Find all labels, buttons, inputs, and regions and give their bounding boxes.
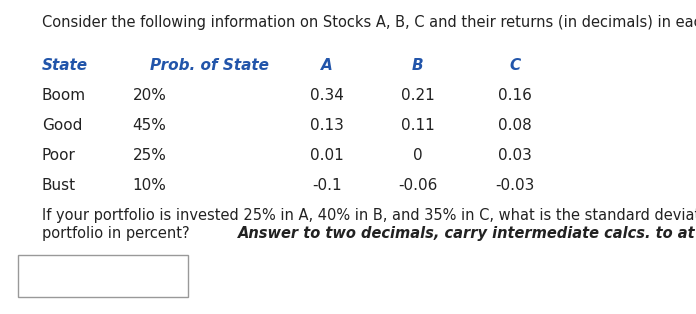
Text: Good: Good	[42, 118, 82, 133]
Text: -0.06: -0.06	[398, 178, 437, 193]
Text: A: A	[322, 58, 333, 73]
Text: 0.03: 0.03	[498, 148, 532, 163]
Text: B: B	[412, 58, 423, 73]
Text: 0.21: 0.21	[401, 88, 434, 103]
Text: Boom: Boom	[42, 88, 86, 103]
Text: Answer to two decimals, carry intermediate calcs. to at least four decimals.: Answer to two decimals, carry intermedia…	[238, 226, 696, 241]
Text: 0.13: 0.13	[310, 118, 344, 133]
Text: State: State	[42, 58, 88, 73]
Text: Bust: Bust	[42, 178, 76, 193]
Text: portfolio in percent?: portfolio in percent?	[42, 226, 194, 241]
Text: 0.08: 0.08	[498, 118, 532, 133]
Text: Prob. of State: Prob. of State	[150, 58, 269, 73]
Text: 0.01: 0.01	[310, 148, 344, 163]
Text: Poor: Poor	[42, 148, 76, 163]
Text: 0.34: 0.34	[310, 88, 344, 103]
Text: 25%: 25%	[133, 148, 166, 163]
Text: 0: 0	[413, 148, 422, 163]
Text: 45%: 45%	[133, 118, 166, 133]
Text: 10%: 10%	[133, 178, 166, 193]
Bar	[18, 255, 188, 297]
Text: 20%: 20%	[133, 88, 166, 103]
Text: 0.16: 0.16	[498, 88, 532, 103]
Text: Consider the following information on Stocks A, B, C and their returns (in decim: Consider the following information on St…	[42, 15, 696, 30]
Text: -0.03: -0.03	[496, 178, 535, 193]
Text: 0.11: 0.11	[401, 118, 434, 133]
Text: If your portfolio is invested 25% in A, 40% in B, and 35% in C, what is the stan: If your portfolio is invested 25% in A, …	[42, 208, 696, 223]
Text: C: C	[509, 58, 521, 73]
Text: -0.1: -0.1	[313, 178, 342, 193]
